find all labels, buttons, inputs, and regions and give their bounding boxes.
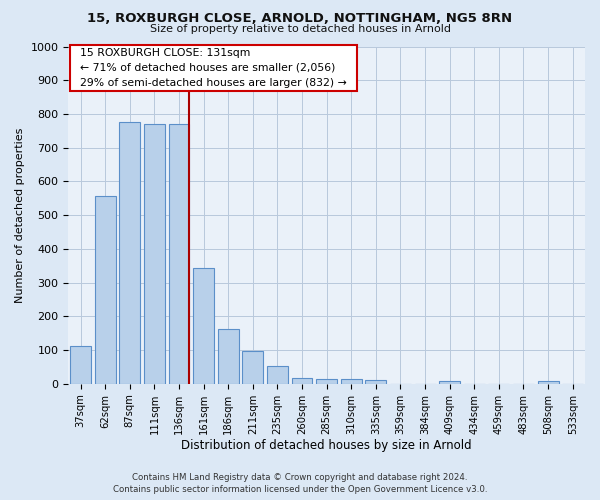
Bar [144, 124, 165, 384]
Bar [267, 366, 288, 384]
Text: 15 ROXBURGH CLOSE: 131sqm
  ← 71% of detached houses are smaller (2,056)
  29% o: 15 ROXBURGH CLOSE: 131sqm ← 71% of detac… [73, 48, 354, 88]
Bar [193, 268, 214, 384]
Bar [538, 381, 559, 384]
Bar [316, 380, 337, 384]
Bar [439, 381, 460, 384]
Bar [242, 351, 263, 384]
Y-axis label: Number of detached properties: Number of detached properties [15, 128, 25, 303]
Bar [292, 378, 313, 384]
Bar [218, 329, 239, 384]
Bar [119, 122, 140, 384]
Bar [70, 346, 91, 384]
X-axis label: Distribution of detached houses by size in Arnold: Distribution of detached houses by size … [181, 440, 472, 452]
Bar [365, 380, 386, 384]
Text: 15, ROXBURGH CLOSE, ARNOLD, NOTTINGHAM, NG5 8RN: 15, ROXBURGH CLOSE, ARNOLD, NOTTINGHAM, … [88, 12, 512, 26]
Text: Size of property relative to detached houses in Arnold: Size of property relative to detached ho… [149, 24, 451, 34]
Bar [169, 124, 190, 384]
Text: Contains HM Land Registry data © Crown copyright and database right 2024.
Contai: Contains HM Land Registry data © Crown c… [113, 472, 487, 494]
Bar [95, 196, 116, 384]
Bar [341, 380, 362, 384]
